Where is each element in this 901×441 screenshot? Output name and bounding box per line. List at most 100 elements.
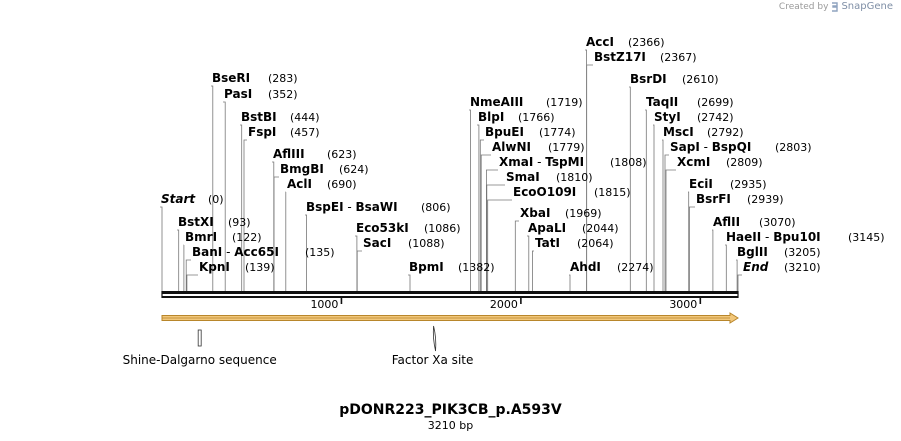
site-position-bmri: (122) [232, 231, 262, 244]
site-position-pasi: (352) [268, 88, 298, 101]
site-name-taqii: TaqII [646, 95, 678, 109]
site-name-aflii: AflII [713, 215, 740, 229]
site-leader-line [653, 124, 655, 292]
site-leader-line [737, 274, 742, 292]
site-leader-line [527, 235, 530, 292]
ruler-tick-label: 3000 [669, 298, 697, 311]
site-position-acci: (2366) [628, 36, 665, 49]
site-position-taqii: (2699) [697, 96, 734, 109]
site-leader-line [160, 206, 163, 292]
site-name-ecoo109i: EcoO109I [513, 185, 576, 199]
site-position-eco53ki: (1086) [424, 222, 461, 235]
site-position-xcmi: (2809) [726, 156, 763, 169]
site-position-blpi: (1766) [518, 111, 555, 124]
site-leader-line [356, 250, 362, 292]
site-position-bsrdi: (2610) [682, 73, 719, 86]
site-name-bglii: BglII [737, 245, 768, 259]
site-leader-line [211, 85, 214, 292]
feature-marker-shine-dalgarno-sequence [197, 329, 202, 347]
site-name-bpmi: BpmI [409, 260, 444, 274]
site-position-bani-acc65i: (135) [305, 246, 335, 259]
site-name-acci: AccI [586, 35, 614, 49]
site-name-bstxi: BstXI [178, 215, 214, 229]
site-name-bsrdi: BsrDI [630, 72, 667, 86]
feature-label-factor-xa-site: Factor Xa site [392, 353, 474, 367]
site-position-apali: (2044) [582, 222, 619, 235]
site-position-styi: (2742) [697, 111, 734, 124]
credit-brand: SnapGene [841, 1, 893, 12]
site-leader-line [487, 199, 512, 292]
site-position-saci: (1088) [408, 237, 445, 250]
site-name-nmeaiii: NmeAIII [470, 95, 523, 109]
site-leader-line [305, 214, 307, 292]
site-position-bstz17i: (2367) [660, 51, 697, 64]
site-position-bpmi: (1382) [458, 261, 495, 274]
site-position-bstxi: (93) [228, 216, 251, 229]
site-position-bpuei: (1774) [539, 126, 576, 139]
site-leader-line [273, 176, 279, 292]
site-leader-line [480, 154, 491, 292]
ruler-tick-label: 2000 [490, 298, 518, 311]
ruler-tick-label: 1000 [310, 298, 338, 311]
site-leader-line [629, 86, 631, 292]
site-name-sapi-bspqi: SapI - BspQI [670, 140, 751, 154]
site-leader-line [355, 235, 358, 292]
site-leader-line [662, 139, 664, 292]
backbone-top-strand [162, 291, 738, 294]
site-leader-line [223, 101, 226, 292]
feature-label-shine-dalgarno-sequence: Shine-Dalgarno sequence [123, 353, 277, 367]
site-name-bseri: BseRI [212, 71, 250, 85]
site-position-sapi-bspqi: (2803) [775, 141, 812, 154]
site-position-ecoo109i: (1815) [594, 186, 631, 199]
site-name-haeii-bpu10i: HaeII - Bpu10I [726, 230, 821, 244]
site-position-ecii: (2935) [730, 178, 767, 191]
site-name-acli: AclI [287, 177, 312, 191]
site-position-kpni: (139) [245, 261, 275, 274]
site-position-fspi: (457) [290, 126, 320, 139]
site-position-acli: (690) [327, 178, 357, 191]
site-name-afliii: AflIII [273, 147, 305, 161]
site-name-alwni: AlwNI [492, 140, 531, 154]
site-name-fspi: FspI [248, 125, 276, 139]
site-name-ahdi: AhdI [570, 260, 601, 274]
site-leader-line [408, 274, 411, 292]
site-leader-line [712, 229, 714, 292]
site-name-eco53ki: Eco53kI [356, 221, 409, 235]
plasmid-length: 3210 bp [427, 419, 474, 432]
site-position-ahdi: (2274) [617, 261, 654, 274]
plasmid-map: AccI (2366)BstZ17I (2367) BseRI (283) PasI (35… [123, 35, 885, 367]
site-leader-line [486, 184, 505, 292]
snapgene-logo-icon [832, 1, 839, 12]
site-leader-line [514, 220, 519, 292]
site-position-smai: (1810) [556, 171, 593, 184]
site-leader-line [664, 154, 669, 292]
snapgene-credit: Created by SnapGene [779, 1, 893, 12]
site-leader-line [477, 124, 480, 292]
site-leader-line [469, 109, 471, 292]
site-name-bpuei: BpuEI [485, 125, 524, 139]
site-position-start: (0) [208, 193, 224, 206]
site-position-xbai: (1969) [565, 207, 602, 220]
site-position-bstbi: (444) [290, 111, 320, 124]
site-name-bstz17i: BstZ17I [594, 50, 646, 64]
site-leader-line [186, 274, 198, 292]
site-name-xmai-tspmi: XmaI - TspMI [499, 155, 584, 169]
site-name-kpni: KpnI [199, 260, 230, 274]
site-leader-line [645, 109, 647, 292]
site-leader-line [665, 169, 676, 292]
site-name-ecii: EciI [689, 177, 713, 191]
site-position-bspei-bsawi: (806) [421, 201, 451, 214]
site-leader-line [240, 124, 243, 292]
site-position-nmeaiii: (1719) [546, 96, 583, 109]
site-leader-line [689, 206, 695, 292]
site-name-xcmi: XcmI [677, 155, 710, 169]
feature-marker-factor-xa-site [432, 325, 437, 352]
site-leader-line [725, 244, 727, 292]
site-leader-line [185, 259, 191, 292]
site-position-alwni: (1779) [548, 141, 585, 154]
site-name-bsrfi: BsrFI [696, 192, 731, 206]
site-position-bseri: (283) [268, 72, 298, 85]
site-position-bsrfi: (2939) [747, 193, 784, 206]
site-leader-line [688, 191, 690, 292]
site-position-msci: (2792) [707, 126, 744, 139]
